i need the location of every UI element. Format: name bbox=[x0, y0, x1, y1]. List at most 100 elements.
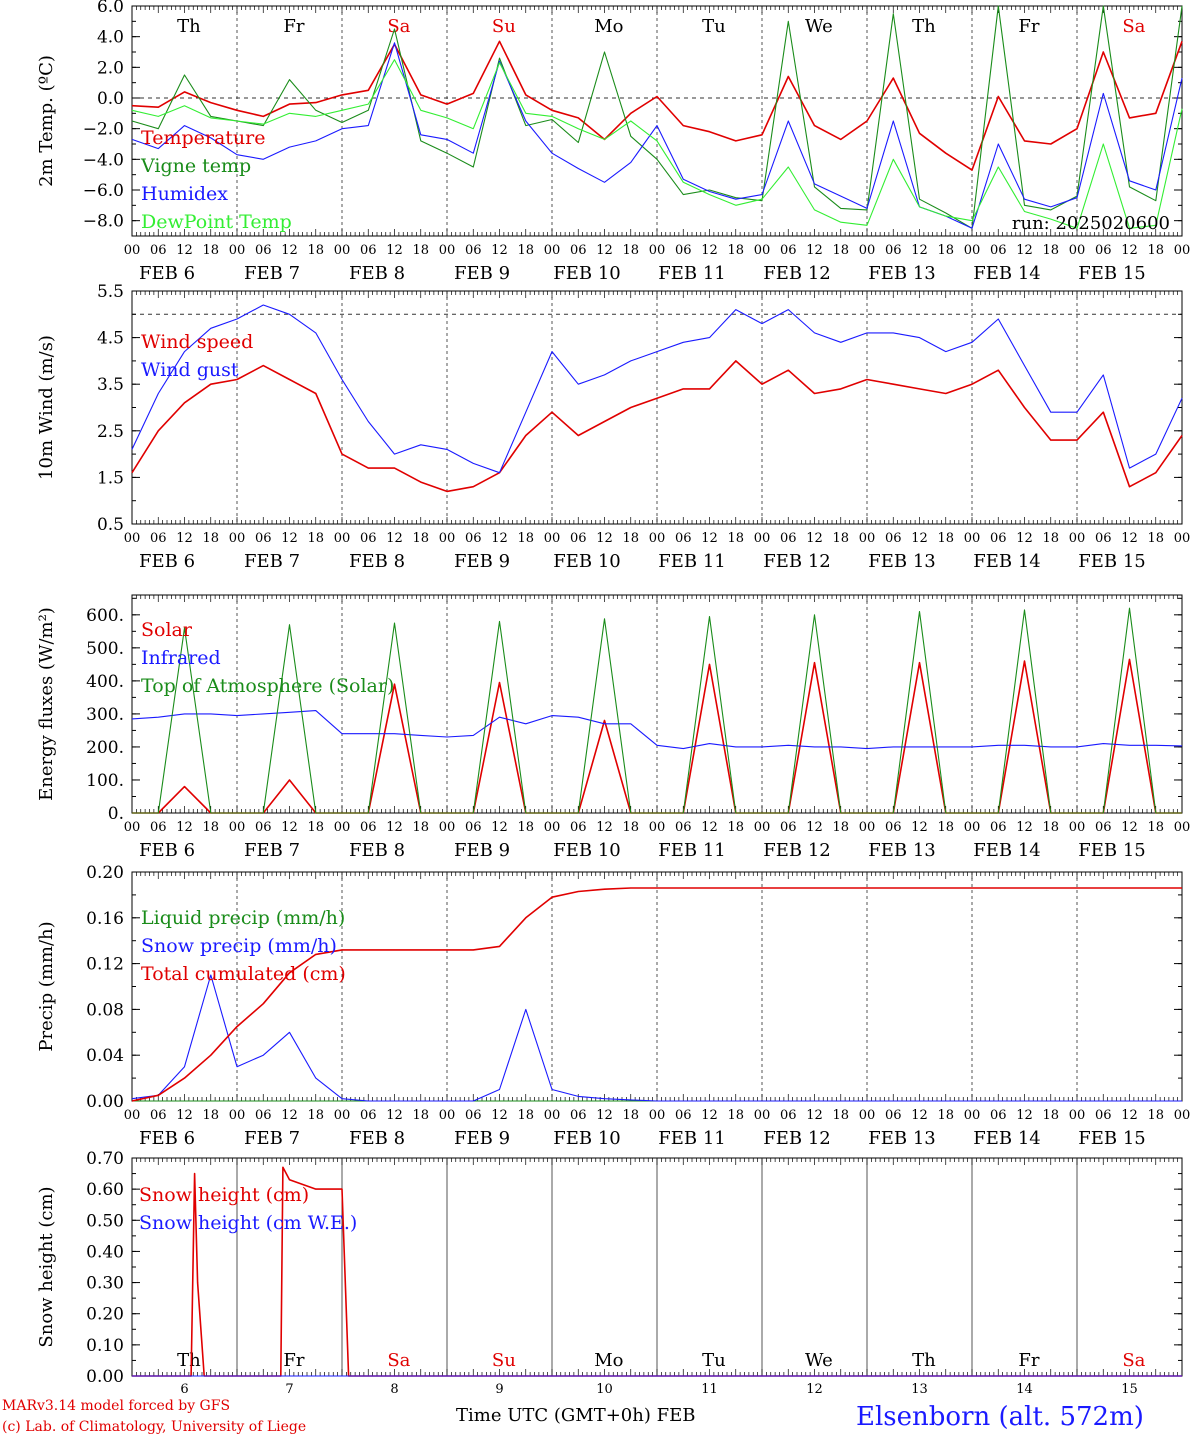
hour-label: 06 bbox=[360, 820, 377, 835]
meteogram: 6.0 4.0 2.0 0.0 −2.0 −4.0 −6.0 −8.0 2m Temp. (ºC… bbox=[36, 0, 1190, 1397]
hour-label: 00 bbox=[439, 1108, 456, 1123]
hour-label: 12 bbox=[1121, 820, 1138, 835]
day-label: Fr bbox=[1018, 1350, 1039, 1371]
day-label: We bbox=[805, 1350, 833, 1371]
y-tick-label: 0.30 bbox=[86, 1274, 124, 1294]
hour-label: 12 bbox=[491, 243, 508, 258]
hour-label: 06 bbox=[1095, 243, 1112, 258]
y-tick-label: 0.70 bbox=[86, 1149, 124, 1169]
date-label: FEB 15 bbox=[1078, 1128, 1145, 1149]
date-label: FEB 12 bbox=[763, 263, 830, 284]
hour-label: 18 bbox=[202, 1108, 219, 1123]
hour-label: 18 bbox=[307, 243, 324, 258]
hour-label: 12 bbox=[386, 820, 403, 835]
hour-label: 18 bbox=[937, 243, 954, 258]
hour-label: 00 bbox=[754, 531, 771, 546]
hour-label: 12 bbox=[596, 531, 613, 546]
hour-label: 06 bbox=[990, 820, 1007, 835]
hour-label: 00 bbox=[334, 1108, 351, 1123]
hour-label: 18 bbox=[937, 820, 954, 835]
hour-label: 00 bbox=[754, 243, 771, 258]
date-label: FEB 13 bbox=[868, 263, 935, 284]
y-tick-label: 500. bbox=[86, 639, 124, 659]
hour-label: 12 bbox=[176, 820, 193, 835]
hour-label: 12 bbox=[701, 1108, 718, 1123]
y-tick-label: 0. bbox=[108, 804, 124, 824]
y-tick-label: 2.0 bbox=[97, 58, 124, 78]
hour-label: 06 bbox=[360, 243, 377, 258]
hour-label: 00 bbox=[964, 243, 981, 258]
hour-label: 06 bbox=[360, 1108, 377, 1123]
date-label: FEB 7 bbox=[244, 840, 300, 861]
day-label: Sa bbox=[387, 16, 410, 37]
y-tick-label: 0.40 bbox=[86, 1242, 124, 1262]
hour-label: 12 bbox=[806, 820, 823, 835]
series-line bbox=[131, 974, 1182, 1102]
hour-label: 06 bbox=[885, 1108, 902, 1123]
hour-label: 00 bbox=[1069, 1108, 1086, 1123]
hour-label: 00 bbox=[1069, 531, 1086, 546]
hour-label: 00 bbox=[649, 820, 666, 835]
hour-label: 00 bbox=[754, 820, 771, 835]
day-label: Fr bbox=[1018, 16, 1039, 37]
date-label: FEB 14 bbox=[973, 263, 1040, 284]
hour-label: 12 bbox=[281, 531, 298, 546]
day-label: Su bbox=[492, 1350, 516, 1371]
date-label: FEB 14 bbox=[973, 840, 1040, 861]
day-label: Th bbox=[912, 1350, 936, 1371]
credit-line-2: (c) Lab. of Climatology, University of L… bbox=[2, 1419, 307, 1435]
hour-label: 00 bbox=[964, 1108, 981, 1123]
hour-label: 00 bbox=[334, 531, 351, 546]
hour-label: 18 bbox=[412, 531, 429, 546]
hour-label: 12 bbox=[701, 820, 718, 835]
day-number-label: 13 bbox=[911, 1382, 928, 1397]
day-label: Fr bbox=[283, 1350, 304, 1371]
y-tick-label: 4.5 bbox=[97, 329, 124, 349]
hour-label: 12 bbox=[176, 531, 193, 546]
date-label: FEB 10 bbox=[553, 551, 620, 572]
hour-label: 06 bbox=[465, 531, 482, 546]
y-tick-label: 4.0 bbox=[97, 28, 124, 48]
hour-label: 12 bbox=[806, 243, 823, 258]
day-number-label: 12 bbox=[806, 1382, 823, 1397]
panel-2: 5.5 4.5 3.5 2.5 1.5 0.5 10m Wind (m/s) 00 06 12 18… bbox=[36, 282, 1190, 572]
hour-label: 18 bbox=[1042, 1108, 1059, 1123]
hour-label: 12 bbox=[806, 1108, 823, 1123]
y-tick-label: 0.08 bbox=[86, 1000, 124, 1020]
date-label: FEB 15 bbox=[1078, 840, 1145, 861]
hour-label: 06 bbox=[780, 820, 797, 835]
y-tick-label: 0.0 bbox=[97, 89, 124, 109]
date-label: FEB 6 bbox=[139, 263, 195, 284]
legend-entry: Solar bbox=[141, 619, 193, 641]
legend-entry: DewPoint Temp bbox=[141, 211, 292, 233]
hour-label: 18 bbox=[412, 243, 429, 258]
credit-line-1: MARv3.14 model forced by GFS bbox=[2, 1398, 231, 1414]
hour-label: 00 bbox=[1069, 820, 1086, 835]
hour-label: 00 bbox=[124, 1108, 141, 1123]
hour-label: 12 bbox=[806, 531, 823, 546]
date-label: FEB 10 bbox=[553, 1128, 620, 1149]
series-line bbox=[131, 42, 1183, 229]
hour-label: 18 bbox=[307, 1108, 324, 1123]
date-label: FEB 14 bbox=[973, 1128, 1040, 1149]
hour-label: 00 bbox=[964, 531, 981, 546]
hour-label: 06 bbox=[255, 1108, 272, 1123]
hour-label: 18 bbox=[622, 531, 639, 546]
hour-label: 00 bbox=[859, 820, 876, 835]
date-label: FEB 10 bbox=[553, 840, 620, 861]
hour-label: 00 bbox=[124, 243, 141, 258]
date-label: FEB 6 bbox=[139, 551, 195, 572]
hour-label: 12 bbox=[596, 243, 613, 258]
hour-label: 06 bbox=[675, 531, 692, 546]
y-tick-label: −4.0 bbox=[83, 150, 124, 170]
date-label: FEB 12 bbox=[763, 1128, 830, 1149]
hour-label: 00 bbox=[544, 1108, 561, 1123]
date-label: FEB 8 bbox=[349, 840, 405, 861]
y-tick-label: −6.0 bbox=[83, 181, 124, 201]
hour-label: 00 bbox=[439, 820, 456, 835]
hour-label: 00 bbox=[859, 531, 876, 546]
hour-label: 00 bbox=[334, 243, 351, 258]
day-label: We bbox=[805, 16, 833, 37]
y-tick-label: 200. bbox=[86, 738, 124, 758]
hour-label: 12 bbox=[176, 243, 193, 258]
